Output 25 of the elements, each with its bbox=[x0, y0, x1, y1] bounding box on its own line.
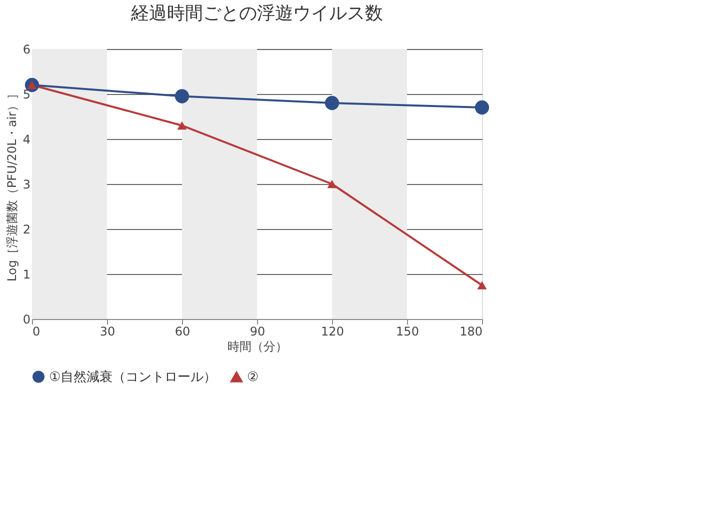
point bbox=[327, 180, 337, 188]
y-tick-label: 5 bbox=[22, 88, 30, 102]
legend-label: ② bbox=[247, 370, 259, 386]
y-tick-label: 0 bbox=[22, 312, 30, 326]
x-tick-label: 180 bbox=[460, 324, 482, 338]
y-tick-label: 6 bbox=[22, 42, 30, 56]
point bbox=[177, 121, 187, 130]
y-tick-label: 4 bbox=[22, 132, 30, 146]
x-tick-label: 150 bbox=[396, 324, 419, 338]
y-tick-label: 2 bbox=[22, 222, 30, 236]
x-tick-label: 30 bbox=[100, 324, 116, 338]
point bbox=[174, 89, 190, 104]
point bbox=[474, 100, 490, 115]
x-tick-label: 90 bbox=[250, 324, 266, 338]
x-tick-label: 60 bbox=[174, 324, 190, 338]
x-tick-label: 0 bbox=[32, 324, 40, 338]
x-tick-label: 120 bbox=[321, 324, 344, 338]
y-tick-label: 3 bbox=[22, 178, 30, 192]
legend-label: ①自然減衰（コントロール） bbox=[49, 368, 217, 385]
x-axis-title: 時間（分） bbox=[228, 340, 288, 354]
point bbox=[324, 96, 340, 110]
y-tick-label: 1 bbox=[22, 268, 30, 282]
point bbox=[477, 281, 487, 290]
y-axis-title: Log［浮遊菌数（PFU/20L・air）］ bbox=[4, 88, 19, 282]
chart-title: 経過時間ごとの浮遊ウイルス数 bbox=[130, 3, 383, 24]
